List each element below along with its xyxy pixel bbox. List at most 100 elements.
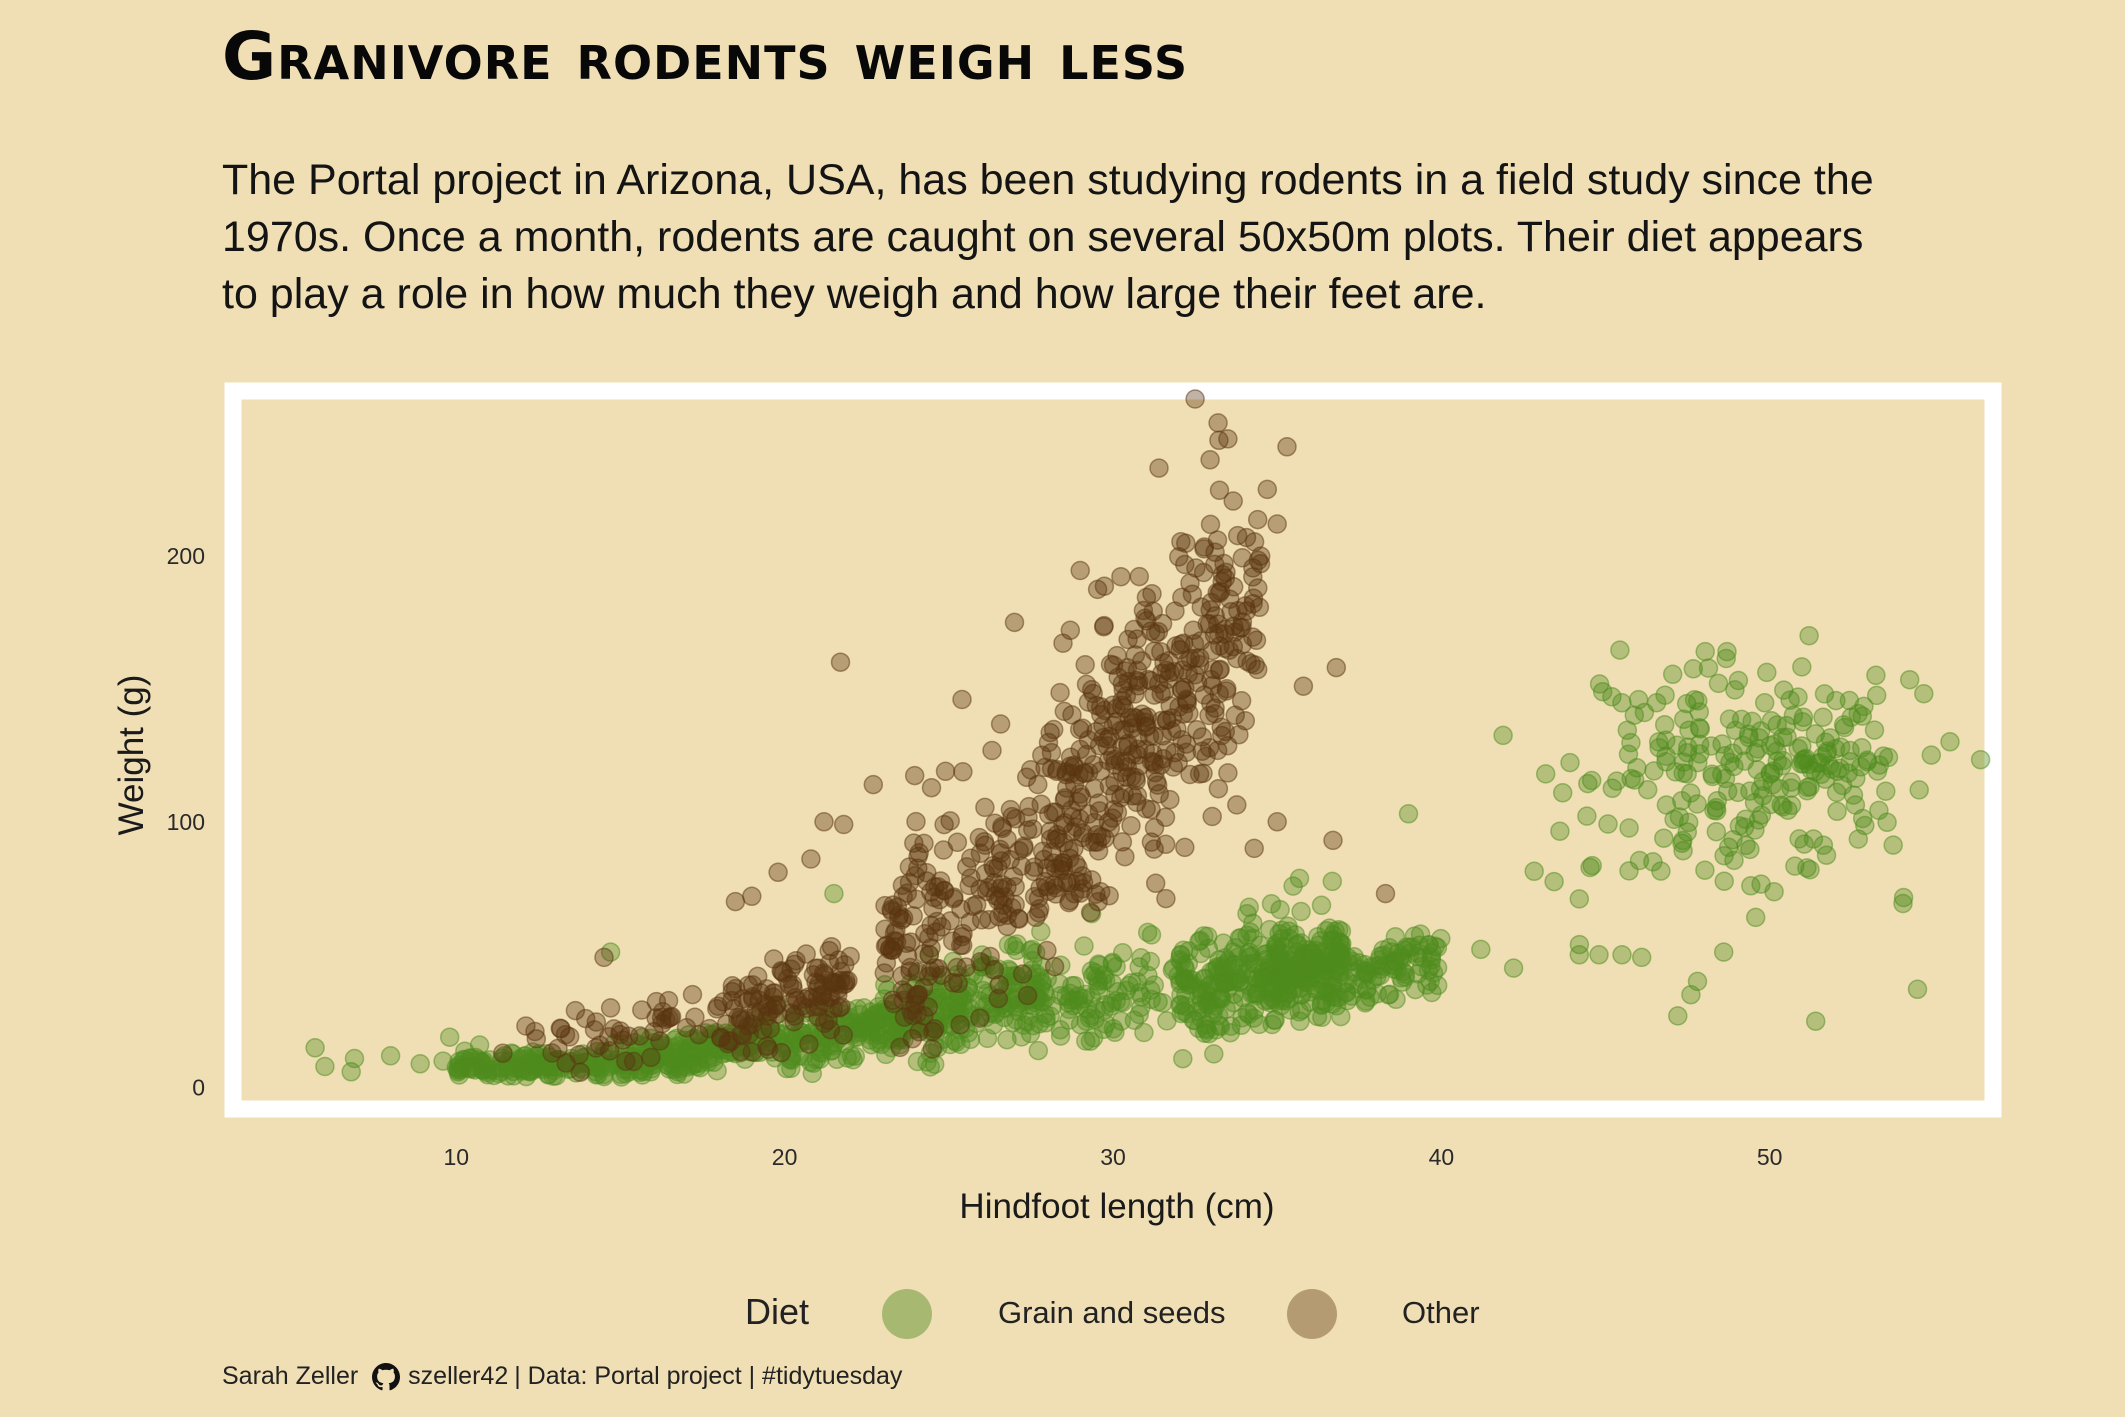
- data-point-other: [586, 1038, 606, 1058]
- data-point-grain: [997, 1029, 1017, 1050]
- data-point-grain: [1695, 860, 1715, 880]
- data-point-grain: [1204, 1044, 1224, 1064]
- data-point-grain: [473, 1053, 494, 1074]
- data-point-grain: [1280, 968, 1301, 988]
- legend: Diet Grain and seeds Other: [0, 1285, 2125, 1345]
- data-point-grain: [1907, 979, 1928, 1000]
- data-point-grain: [1221, 1016, 1241, 1036]
- data-point-other: [1218, 763, 1238, 783]
- data-point-other: [1070, 560, 1090, 581]
- data-point-grain: [1820, 728, 1840, 748]
- data-point-grain: [1349, 959, 1370, 979]
- data-point-other: [1267, 812, 1287, 832]
- points-layer: [305, 389, 1991, 1087]
- y-tick-label: 0: [192, 1075, 205, 1101]
- data-point-other: [493, 1043, 513, 1063]
- data-point-grain: [1173, 1048, 1193, 1069]
- data-point-other: [1211, 725, 1232, 746]
- caption-handle: szeller42: [408, 1362, 509, 1390]
- data-point-grain: [1805, 1011, 1826, 1031]
- data-point-grain: [907, 1051, 928, 1072]
- data-point-other: [1202, 675, 1223, 696]
- y-tick-label: 200: [167, 543, 205, 569]
- data-point-grain: [870, 1002, 890, 1023]
- data-point-other: [1018, 807, 1038, 828]
- data-point-grain: [1577, 806, 1597, 826]
- data-point-other: [1129, 566, 1150, 587]
- data-point-other: [1094, 576, 1115, 596]
- data-point-grain: [1535, 764, 1556, 784]
- data-point-other: [874, 963, 895, 983]
- data-point-grain: [1524, 861, 1544, 882]
- legend-title: Diet: [745, 1291, 810, 1332]
- data-point-grain: [1191, 1008, 1211, 1028]
- data-point-grain: [1560, 752, 1580, 773]
- data-point-other: [738, 991, 758, 1011]
- data-point-other: [1028, 902, 1049, 923]
- data-point-other: [1207, 614, 1228, 634]
- data-point-other: [1024, 861, 1044, 882]
- data-point-grain: [1131, 997, 1151, 1018]
- data-point-other: [903, 906, 923, 926]
- data-point-other: [920, 961, 941, 981]
- data-point-other: [1081, 870, 1102, 890]
- data-point-grain: [1589, 945, 1609, 965]
- data-point-other: [1223, 491, 1243, 511]
- data-point-other: [1193, 763, 1213, 784]
- data-point-other: [742, 886, 762, 907]
- data-point-other: [1277, 437, 1297, 457]
- data-point-other: [1060, 756, 1080, 777]
- data-point-other: [1202, 806, 1222, 827]
- data-point-grain: [1493, 725, 1513, 746]
- data-point-other: [1121, 815, 1141, 836]
- data-point-grain: [1080, 1031, 1101, 1051]
- data-point-other: [752, 1020, 773, 1040]
- chart-title: Granivore rodents weigh less: [222, 18, 1189, 95]
- data-point-other: [725, 891, 746, 912]
- data-point-other: [914, 1005, 934, 1026]
- data-point-grain: [849, 1016, 870, 1037]
- data-point-other: [934, 814, 954, 835]
- data-point-other: [1244, 838, 1264, 859]
- data-point-grain: [1311, 895, 1332, 916]
- data-point-other: [904, 765, 925, 786]
- data-point-grain: [1869, 800, 1889, 821]
- data-point-grain: [315, 1056, 335, 1077]
- data-point-grain: [1264, 1010, 1284, 1030]
- legend-key-grain: [882, 1289, 932, 1339]
- data-point-grain: [824, 883, 844, 904]
- data-point-other: [1017, 985, 1038, 1006]
- data-point-grain: [1292, 948, 1312, 969]
- data-point-other: [894, 1007, 915, 1027]
- data-point-other: [685, 1007, 705, 1028]
- data-point-other: [890, 1037, 910, 1058]
- data-point-grain: [1311, 930, 1331, 951]
- data-point-other: [1054, 701, 1075, 722]
- data-point-other: [988, 988, 1009, 1009]
- data-point-grain: [1103, 1019, 1124, 1039]
- data-point-other: [1060, 620, 1081, 641]
- data-point-other: [1013, 838, 1034, 858]
- data-point-grain: [1550, 821, 1570, 841]
- data-point-grain: [1173, 1001, 1194, 1022]
- data-point-grain: [1761, 711, 1782, 731]
- data-point-other: [1194, 539, 1214, 559]
- data-point-other: [1050, 682, 1070, 703]
- data-point-grain: [1654, 828, 1674, 848]
- data-point-grain: [1028, 1040, 1049, 1061]
- data-point-other: [689, 1024, 709, 1045]
- data-point-other: [569, 1045, 589, 1065]
- data-point-other: [1235, 711, 1256, 731]
- data-point-other: [806, 958, 826, 978]
- data-point-other: [1176, 689, 1197, 710]
- data-point-grain: [1261, 982, 1281, 1003]
- data-point-other: [1118, 733, 1138, 754]
- data-point-grain: [1668, 1006, 1688, 1026]
- data-point-other: [921, 777, 942, 798]
- data-point-grain: [410, 1054, 430, 1074]
- data-point-other: [828, 950, 849, 970]
- data-point-grain: [448, 1062, 468, 1082]
- legend-label-grain: Grain and seeds: [998, 1295, 1226, 1330]
- data-point-grain: [1391, 968, 1411, 988]
